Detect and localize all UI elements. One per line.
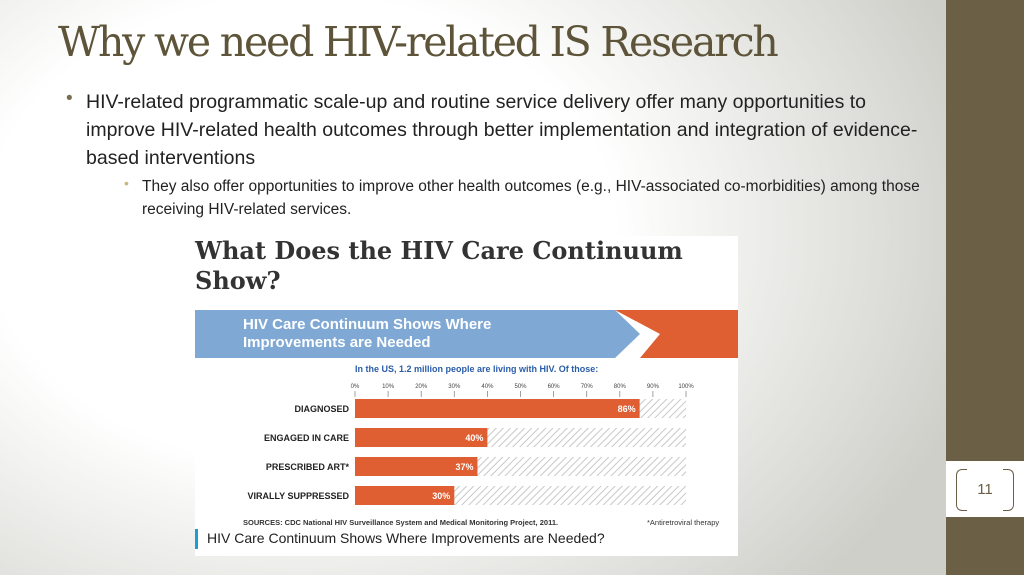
slide-title: Why we need HIV-related IS Research [58, 18, 779, 66]
caption-accent [195, 529, 198, 549]
value-label: 30% [432, 491, 450, 501]
x-tick-label: 30% [448, 384, 461, 390]
continuum-chart: In the US, 1.2 million people are living… [247, 364, 694, 505]
x-tick-label: 10% [382, 384, 395, 390]
x-tick-label: 100% [678, 384, 694, 390]
left-bracket [956, 469, 967, 511]
category-label: DIAGNOSED [294, 404, 349, 414]
x-tick-label: 60% [548, 384, 561, 390]
bar [355, 486, 455, 505]
x-tick-label: 20% [415, 384, 428, 390]
bullet-marker: • [66, 88, 73, 109]
chart-subtitle: In the US, 1.2 million people are living… [355, 364, 598, 374]
x-tick-label: 70% [581, 384, 594, 390]
banner-arrow-blue [195, 310, 640, 358]
figure-sources: SOURCES: CDC National HIV Surveillance S… [243, 518, 559, 527]
slide-number-box: 11 [946, 461, 1024, 517]
bar [355, 457, 478, 476]
bullet-sub: They also offer opportunities to improve… [142, 178, 920, 218]
value-label: 86% [618, 404, 636, 414]
x-tick-label: 50% [514, 384, 527, 390]
figure-caption: HIV Care Continuum Shows Where Improveme… [207, 530, 605, 546]
bar [355, 428, 488, 447]
right-bracket [1003, 469, 1014, 511]
slide-number: 11 [977, 481, 993, 498]
category-label: ENGAGED IN CARE [264, 433, 349, 443]
category-label: VIRALLY SUPPRESSED [247, 491, 349, 501]
value-label: 37% [455, 462, 473, 472]
x-tick-label: 80% [614, 384, 627, 390]
bullet-main: HIV-related programmatic scale-up and ro… [86, 91, 918, 169]
category-label: PRESCRIBED ART* [266, 462, 350, 472]
hiv-care-continuum-figure: What Does the HIV Care Continuum Show? H… [195, 236, 738, 556]
banner-text: HIV Care Continuum Shows Where Improveme… [243, 316, 492, 351]
figure-footnote: *Antiretroviral therapy [647, 518, 720, 527]
chart-bars: DIAGNOSED 86% ENGAGED IN CARE 40% PRESCRIBED… [247, 399, 686, 505]
banner-arrow-orange [615, 310, 738, 358]
x-tick-label: 90% [647, 384, 660, 390]
value-label: 40% [465, 433, 483, 443]
x-tick-label: 0% [351, 384, 360, 390]
figure-title: What Does the HIV Care Continuum Show? [195, 236, 683, 295]
x-axis-ticks: 0% 10% 20% 30% 40% 50% 60% 70% 80% 90% 100% [351, 384, 694, 397]
bar [355, 399, 640, 418]
x-tick-label: 40% [481, 384, 494, 390]
figure-banner [195, 310, 738, 358]
sub-bullet-marker: • [124, 175, 129, 191]
